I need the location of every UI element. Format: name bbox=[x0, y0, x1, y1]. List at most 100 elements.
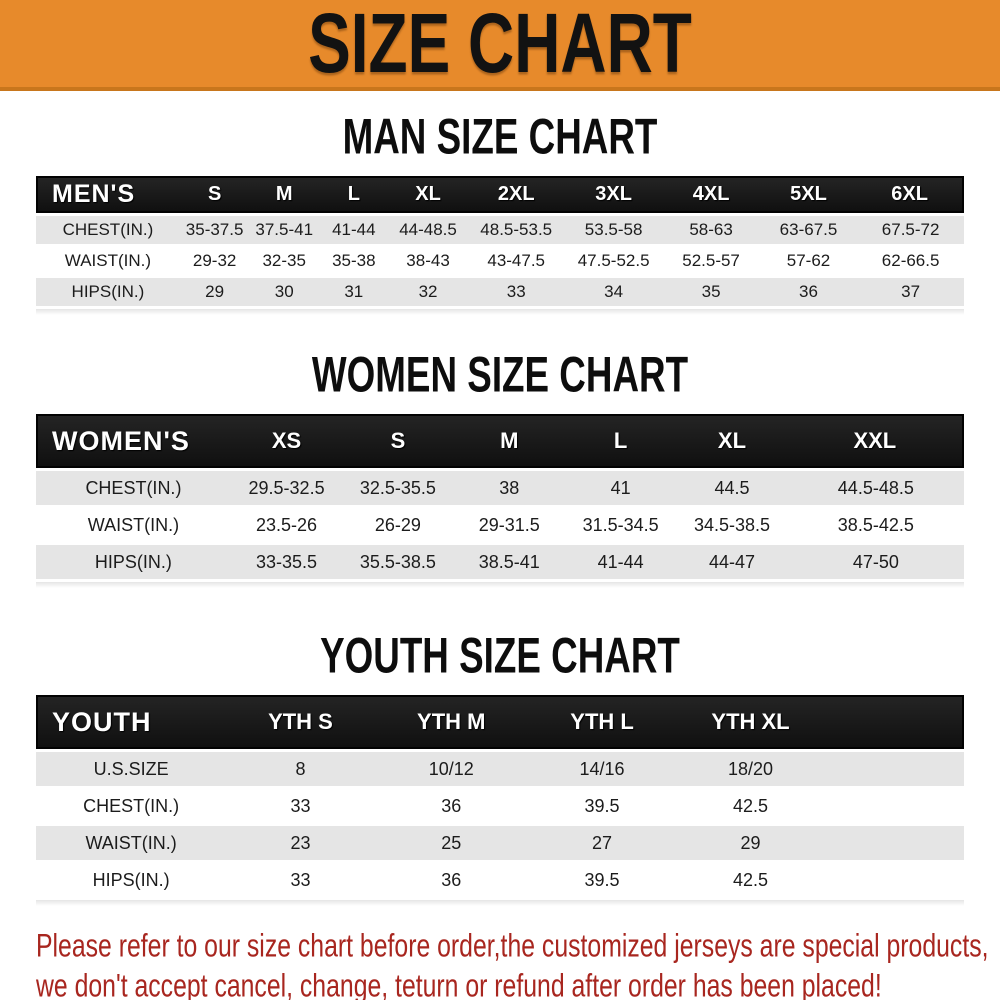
row-label: HIPS(IN.) bbox=[94, 551, 172, 572]
size-cell: 33 bbox=[290, 795, 311, 816]
men-section-title: MAN SIZE CHART bbox=[342, 107, 658, 165]
size-cell: 39.5 bbox=[584, 869, 620, 890]
size-cell: 25 bbox=[441, 832, 462, 853]
table-row: HIPS(IN.) 29 30 31 32 33 34 35 36 37 bbox=[36, 278, 964, 306]
size-cell: 33-35.5 bbox=[256, 551, 318, 572]
size-cell: 38-43 bbox=[406, 251, 450, 270]
row-label: HIPS(IN.) bbox=[92, 869, 170, 890]
table-row: CHEST(IN.) 29.5-32.5 32.5-35.5 38 41 44.5 44.5… bbox=[36, 471, 964, 505]
size-cell: 8 bbox=[295, 758, 306, 779]
women-section-title: WOMEN SIZE CHART bbox=[311, 345, 689, 403]
header-cell: XL bbox=[388, 176, 468, 213]
table-row: CHEST(IN.) 35-37.5 37.5-41 41-44 44-48.5 48.5… bbox=[36, 216, 964, 244]
table-row: WAIST(IN.) 23.5-26 26-29 29-31.5 31.5-34.5 34… bbox=[36, 508, 964, 542]
row-label: WAIST(IN.) bbox=[64, 251, 152, 270]
size-cell: 44-48.5 bbox=[399, 220, 457, 239]
header-cell: XL bbox=[676, 414, 788, 468]
size-cell: 38.5-41 bbox=[478, 551, 540, 572]
size-cell: 18/20 bbox=[727, 758, 774, 779]
size-chart-banner: SIZE CHART bbox=[0, 0, 1000, 91]
size-cell: 14/16 bbox=[579, 758, 625, 779]
size-cell bbox=[825, 863, 964, 897]
size-cell: 57-62 bbox=[786, 251, 831, 270]
size-cell: 30 bbox=[274, 282, 294, 301]
size-cell: 44.5 bbox=[714, 477, 750, 498]
size-cell: 23.5-26 bbox=[256, 514, 318, 535]
size-cell bbox=[825, 789, 964, 823]
header-cell: YTH M bbox=[374, 695, 528, 749]
table-row: U.S.SIZE 8 10/12 14/16 18/20 bbox=[36, 752, 964, 786]
size-cell: 37 bbox=[901, 282, 921, 301]
men-size-table: MEN'S S M L XL 2XL 3XL 4XL 5XL 6XL CHEST(IN.) 35-37… bbox=[36, 173, 964, 309]
size-cell: 29-32 bbox=[192, 251, 237, 270]
youth-section-title: YOUTH SIZE CHART bbox=[320, 626, 680, 684]
size-cell: 33 bbox=[506, 282, 526, 301]
size-cell: 35 bbox=[701, 282, 721, 301]
section-women: WOMEN SIZE CHART WOMEN'S XS S M L XL XXL CHEST(I… bbox=[0, 345, 1000, 588]
youth-size-table: YOUTH YTH S YTH M YTH L YTH XL U.S.SIZE 8 10/12… bbox=[36, 692, 964, 900]
header-cell bbox=[824, 695, 964, 749]
size-cell: 38 bbox=[499, 477, 520, 498]
section-men: MAN SIZE CHART MEN'S S M L XL 2XL 3XL 4XL 5XL 6XL C… bbox=[0, 107, 1000, 315]
table-reflection bbox=[36, 582, 964, 588]
size-chart-sections: MAN SIZE CHART MEN'S S M L XL 2XL 3XL 4XL 5XL 6XL C… bbox=[0, 107, 1000, 906]
size-cell: 32 bbox=[418, 282, 438, 301]
header-cell: 3XL bbox=[564, 176, 663, 213]
header-cell: M bbox=[453, 414, 565, 468]
table-row: WAIST(IN.) 23 25 27 29 bbox=[36, 826, 964, 860]
size-cell: 47-50 bbox=[852, 551, 899, 572]
table-row: HIPS(IN.) 33 36 39.5 42.5 bbox=[36, 863, 964, 897]
header-cell: XS bbox=[230, 414, 343, 468]
size-cell: 26-29 bbox=[374, 514, 421, 535]
size-cell bbox=[825, 826, 964, 860]
size-cell: 23 bbox=[290, 832, 311, 853]
header-cell: 4XL bbox=[662, 176, 760, 213]
size-cell: 36 bbox=[441, 795, 462, 816]
order-notice: Please refer to our size chart before or… bbox=[36, 926, 1000, 1000]
size-cell: 39.5 bbox=[584, 795, 620, 816]
men-table-label: MEN'S bbox=[36, 176, 180, 213]
size-cell: 27 bbox=[592, 832, 613, 853]
size-cell: 29 bbox=[740, 832, 761, 853]
row-label: WAIST(IN.) bbox=[87, 514, 180, 535]
men-header-row: MEN'S S M L XL 2XL 3XL 4XL 5XL 6XL bbox=[36, 176, 964, 213]
header-cell: YTH S bbox=[226, 695, 375, 749]
row-label: U.S.SIZE bbox=[93, 758, 169, 779]
notice-line-1: Please refer to our size chart before or… bbox=[36, 927, 989, 964]
notice-line-2: we don't accept cancel, change, teturn o… bbox=[36, 967, 882, 1000]
header-cell: L bbox=[319, 176, 389, 213]
size-cell: 63-67.5 bbox=[779, 220, 838, 239]
size-cell: 48.5-53.5 bbox=[480, 220, 553, 239]
size-cell: 53.5-58 bbox=[584, 220, 643, 239]
youth-header-row: YOUTH YTH S YTH M YTH L YTH XL bbox=[36, 695, 964, 749]
size-cell: 32.5-35.5 bbox=[359, 477, 436, 498]
size-cell: 42.5 bbox=[732, 869, 769, 890]
header-cell: S bbox=[179, 176, 250, 213]
row-label: WAIST(IN.) bbox=[85, 832, 177, 853]
header-cell: 6XL bbox=[857, 176, 964, 213]
size-cell: 41-44 bbox=[332, 220, 376, 239]
size-cell: 58-63 bbox=[689, 220, 733, 239]
size-cell: 67.5-72 bbox=[881, 220, 940, 239]
size-cell: 41 bbox=[610, 477, 631, 498]
size-cell: 62-66.5 bbox=[881, 251, 940, 270]
size-cell: 44.5-48.5 bbox=[837, 477, 914, 498]
header-cell: L bbox=[564, 414, 677, 468]
row-label: CHEST(IN.) bbox=[85, 477, 182, 498]
size-cell: 41-44 bbox=[597, 551, 644, 572]
size-cell: 44-47 bbox=[708, 551, 756, 572]
women-header-row: WOMEN'S XS S M L XL XXL bbox=[36, 414, 964, 468]
youth-table-label: YOUTH bbox=[36, 695, 227, 749]
size-cell: 32-35 bbox=[262, 251, 306, 270]
size-cell: 29-31.5 bbox=[478, 514, 540, 535]
row-label: CHEST(IN.) bbox=[62, 220, 154, 239]
size-cell: 33 bbox=[290, 869, 311, 890]
size-cell: 47.5-52.5 bbox=[577, 251, 650, 270]
header-cell: 5XL bbox=[759, 176, 858, 213]
size-cell: 37.5-41 bbox=[255, 220, 314, 239]
header-cell: M bbox=[249, 176, 320, 213]
size-cell: 38.5-42.5 bbox=[837, 514, 914, 535]
size-cell: 29.5-32.5 bbox=[248, 477, 325, 498]
header-cell: YTH XL bbox=[676, 695, 825, 749]
size-cell: 35.5-38.5 bbox=[359, 551, 436, 572]
